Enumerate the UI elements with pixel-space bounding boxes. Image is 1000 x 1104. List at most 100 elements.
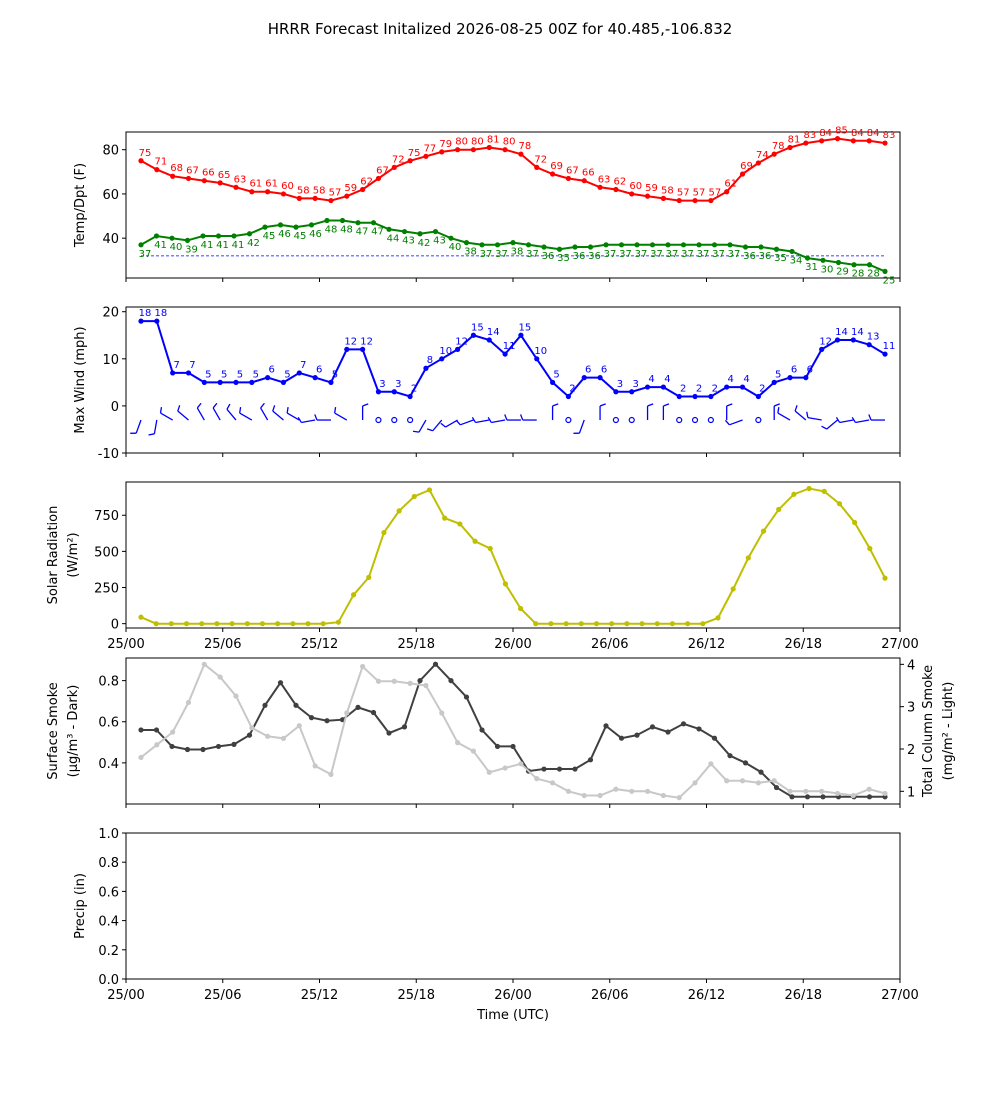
y-axis-label: Max Wind (mph) xyxy=(73,326,88,433)
data-point xyxy=(696,726,701,731)
data-point xyxy=(541,766,546,771)
data-label: 47 xyxy=(371,227,384,238)
data-point xyxy=(882,791,887,796)
x-tick-label: 26/06 xyxy=(591,637,628,652)
data-point xyxy=(787,145,792,150)
data-point xyxy=(588,244,593,249)
data-label: 57 xyxy=(693,188,706,199)
y-tick-label: 10 xyxy=(102,353,119,368)
data-point xyxy=(518,152,523,157)
data-point xyxy=(836,260,841,265)
series-line xyxy=(141,321,885,396)
data-label: 12 xyxy=(344,336,357,347)
data-point xyxy=(743,244,748,249)
wind-barb-flag xyxy=(807,412,808,418)
data-point xyxy=(281,191,286,196)
wind-barb xyxy=(154,420,156,434)
data-point xyxy=(265,734,270,739)
wind-barb xyxy=(855,420,869,422)
data-label: 7 xyxy=(300,360,306,371)
x-tick-label: 26/06 xyxy=(591,988,628,1003)
data-label: 18 xyxy=(139,308,152,319)
wind-barb xyxy=(460,420,473,425)
data-point xyxy=(518,606,523,611)
data-point xyxy=(376,176,381,181)
data-label: 57 xyxy=(709,188,722,199)
data-point xyxy=(665,242,670,247)
data-point xyxy=(724,384,729,389)
data-label: 48 xyxy=(325,224,338,235)
y-tick-label-right: 3 xyxy=(907,701,915,716)
data-point xyxy=(740,171,745,176)
data-point xyxy=(819,138,824,143)
x-tick-label: 26/18 xyxy=(785,988,822,1003)
data-point xyxy=(776,507,781,512)
data-point xyxy=(851,262,856,267)
data-point xyxy=(297,370,302,375)
data-point xyxy=(867,546,872,551)
data-point xyxy=(487,145,492,150)
y-axis-label-left: Surface Smoke xyxy=(46,682,61,780)
wind-barb xyxy=(445,420,457,427)
data-point xyxy=(265,189,270,194)
data-point xyxy=(305,621,310,626)
wind-barb-flag xyxy=(335,407,336,413)
data-label: 78 xyxy=(519,141,532,152)
data-point xyxy=(518,333,523,338)
data-point xyxy=(202,178,207,183)
data-label: 37 xyxy=(526,249,539,260)
data-point xyxy=(412,494,417,499)
x-tick-label: 26/12 xyxy=(688,988,725,1003)
data-label: 46 xyxy=(309,229,322,240)
wind-barb-flag xyxy=(600,404,606,406)
data-point xyxy=(534,776,539,781)
y-tick-label: 250 xyxy=(94,582,119,597)
data-label: 4 xyxy=(728,374,734,385)
data-label: 47 xyxy=(356,227,369,238)
data-point xyxy=(262,225,267,230)
data-point xyxy=(344,347,349,352)
data-label: 46 xyxy=(278,229,291,240)
data-label: 15 xyxy=(519,322,532,333)
wind-barb-flag xyxy=(521,414,523,420)
data-label: 74 xyxy=(756,150,769,161)
data-point xyxy=(290,621,295,626)
data-label: 3 xyxy=(617,379,623,390)
data-label: 6 xyxy=(585,365,591,376)
y-tick-label: 0 xyxy=(111,400,119,415)
data-label: 57 xyxy=(329,188,342,199)
y-tick-label: 0.0 xyxy=(98,973,119,988)
data-point xyxy=(835,136,840,141)
data-label: 3 xyxy=(379,379,385,390)
data-point xyxy=(791,492,796,497)
data-point xyxy=(138,727,143,732)
x-tick-label: 26/12 xyxy=(688,637,725,652)
data-point xyxy=(756,394,761,399)
data-point xyxy=(629,191,634,196)
data-point xyxy=(852,520,857,525)
data-label: 41 xyxy=(154,240,167,251)
data-label: 6 xyxy=(601,365,607,376)
y-tick-label: 0.8 xyxy=(98,675,119,690)
data-point xyxy=(408,158,413,163)
y-axis-unit-right: (mg/m² - Light) xyxy=(941,682,956,781)
data-label: 45 xyxy=(263,231,276,242)
data-point xyxy=(293,225,298,230)
wind-barb-flag xyxy=(315,414,317,420)
data-point xyxy=(247,733,252,738)
y-tick-label: 0.4 xyxy=(98,915,119,930)
data-label: 4 xyxy=(648,374,654,385)
data-label: 2 xyxy=(411,383,417,394)
data-point xyxy=(448,236,453,241)
data-label: 83 xyxy=(803,130,816,141)
data-point xyxy=(262,703,267,708)
wind-barb-flag xyxy=(822,426,827,429)
data-label: 77 xyxy=(424,143,437,154)
wind-barb-flag xyxy=(456,420,460,425)
data-point xyxy=(231,742,236,747)
x-tick-label: 25/00 xyxy=(107,988,144,1003)
data-point xyxy=(533,621,538,626)
data-point xyxy=(603,723,608,728)
data-point xyxy=(692,198,697,203)
data-point xyxy=(787,375,792,380)
